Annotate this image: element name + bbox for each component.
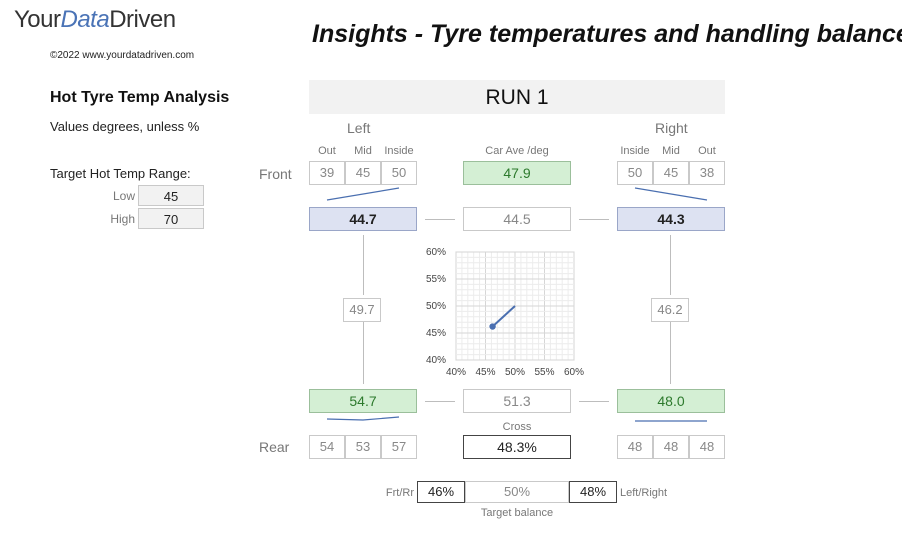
units-note: Values degrees, unless % bbox=[50, 119, 200, 134]
rear-left-profile-line bbox=[326, 416, 400, 421]
rear-left-average: 54.7 bbox=[309, 389, 417, 413]
col-label-out-left: Out bbox=[318, 145, 336, 157]
col-label-out-right: Out bbox=[698, 145, 716, 157]
rear-right-average: 48.0 bbox=[617, 389, 725, 413]
front-right-average: 44.3 bbox=[617, 207, 725, 231]
y-tick-label: 55% bbox=[426, 274, 446, 285]
target-range-label: Target Hot Temp Range: bbox=[50, 166, 191, 181]
col-label-mid-left: Mid bbox=[354, 145, 372, 157]
rear-left-tyre-temps: 54 53 57 bbox=[309, 435, 417, 459]
rear-right-profile-line bbox=[635, 420, 707, 422]
front-axle-average: 44.5 bbox=[463, 207, 571, 231]
page-title: Insights - Tyre temperatures and handlin… bbox=[312, 20, 902, 48]
front-left-mid[interactable]: 45 bbox=[345, 161, 381, 185]
x-tick-label: 40% bbox=[446, 367, 466, 378]
front-label: Front bbox=[259, 166, 292, 182]
left-side-connector-top bbox=[363, 235, 364, 295]
car-ave-label: Car Ave /deg bbox=[485, 145, 549, 157]
y-tick-label: 45% bbox=[426, 328, 446, 339]
frt-rr-value: 46% bbox=[417, 481, 465, 503]
x-tick-label: 50% bbox=[505, 367, 525, 378]
target-value: 50% bbox=[465, 481, 569, 503]
front-right-inside[interactable]: 50 bbox=[617, 161, 653, 185]
high-value-field[interactable]: 70 bbox=[138, 208, 204, 229]
col-label-inside-left: Inside bbox=[384, 145, 414, 157]
low-label: Low bbox=[112, 189, 135, 203]
rear-left-inside[interactable]: 57 bbox=[381, 435, 417, 459]
left-right-label: Left/Right bbox=[620, 487, 668, 499]
col-label-inside-right: Inside bbox=[620, 145, 650, 157]
cross-label: Cross bbox=[502, 421, 532, 433]
balance-line bbox=[491, 305, 516, 328]
col-label-mid-right: Mid bbox=[662, 145, 680, 157]
frt-rr-label: Frt/Rr bbox=[385, 487, 414, 499]
right-side-connector-top bbox=[670, 235, 671, 295]
y-tick-label: 50% bbox=[426, 301, 446, 312]
left-right-value: 48% bbox=[569, 481, 617, 503]
section-title: Hot Tyre Temp Analysis bbox=[50, 89, 230, 106]
logo: YourDataDriven bbox=[14, 6, 176, 33]
front-left-inside[interactable]: 50 bbox=[381, 161, 417, 185]
balance-chart: 40% 45% 50% 55% 60% 40% 45% 50% 55% 60% bbox=[426, 247, 584, 378]
left-side-average: 49.7 bbox=[343, 298, 381, 322]
right-side-connector-bottom bbox=[670, 322, 671, 384]
y-tick-label: 60% bbox=[426, 247, 446, 258]
rear-right-tyre-temps: 48 48 48 bbox=[617, 435, 725, 459]
front-left-profile-line bbox=[326, 187, 400, 201]
front-left-connector bbox=[425, 219, 455, 220]
front-left-tyre-temps: 39 45 50 bbox=[309, 161, 417, 185]
copyright: ©2022 www.yourdatadriven.com bbox=[50, 50, 195, 61]
rear-left-connector bbox=[425, 401, 455, 402]
front-left-out[interactable]: 39 bbox=[309, 161, 345, 185]
rear-axle-average: 51.3 bbox=[463, 389, 571, 413]
rear-right-mid[interactable]: 48 bbox=[653, 435, 689, 459]
rear-right-inside[interactable]: 48 bbox=[617, 435, 653, 459]
right-side-average: 46.2 bbox=[651, 298, 689, 322]
x-tick-label: 60% bbox=[564, 367, 584, 378]
run-title: RUN 1 bbox=[309, 80, 725, 114]
front-right-profile-line bbox=[634, 187, 708, 201]
rear-right-out[interactable]: 48 bbox=[689, 435, 725, 459]
front-right-tyre-temps: 50 45 38 bbox=[617, 161, 725, 185]
front-left-average: 44.7 bbox=[309, 207, 417, 231]
low-value-field[interactable]: 45 bbox=[138, 185, 204, 206]
cross-value: 48.3% bbox=[463, 435, 571, 459]
car-average: 47.9 bbox=[463, 161, 571, 185]
left-label: Left bbox=[347, 120, 371, 136]
rear-left-mid[interactable]: 53 bbox=[345, 435, 381, 459]
front-right-mid[interactable]: 45 bbox=[653, 161, 689, 185]
rear-left-out[interactable]: 54 bbox=[309, 435, 345, 459]
y-tick-label: 40% bbox=[426, 355, 446, 366]
left-side-connector-bottom bbox=[363, 322, 364, 384]
balance-point bbox=[489, 323, 496, 330]
x-tick-label: 55% bbox=[534, 367, 554, 378]
high-label: High bbox=[110, 212, 135, 226]
right-label: Right bbox=[655, 120, 688, 136]
target-balance-label: Target balance bbox=[480, 507, 554, 519]
x-tick-label: 45% bbox=[475, 367, 495, 378]
rear-right-connector bbox=[579, 401, 609, 402]
front-right-connector bbox=[579, 219, 609, 220]
rear-label: Rear bbox=[259, 439, 290, 455]
front-right-out[interactable]: 38 bbox=[689, 161, 725, 185]
